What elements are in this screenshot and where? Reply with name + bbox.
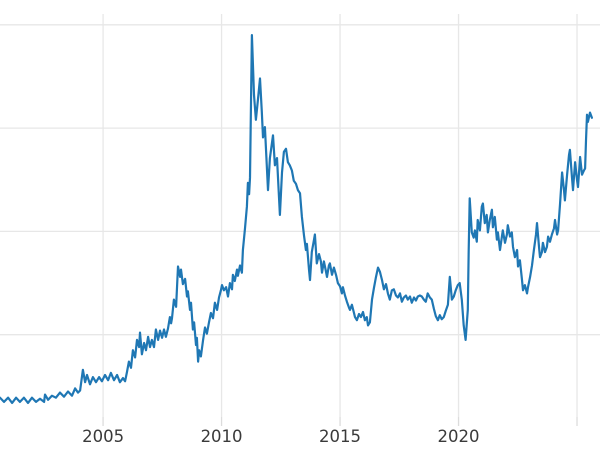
- x-tick-label: 2020: [438, 427, 480, 446]
- x-tick-label: 2015: [319, 427, 361, 446]
- x-tick-label: 2005: [82, 427, 124, 446]
- price-line: [0, 33, 594, 404]
- x-tick-label: 2010: [201, 427, 243, 446]
